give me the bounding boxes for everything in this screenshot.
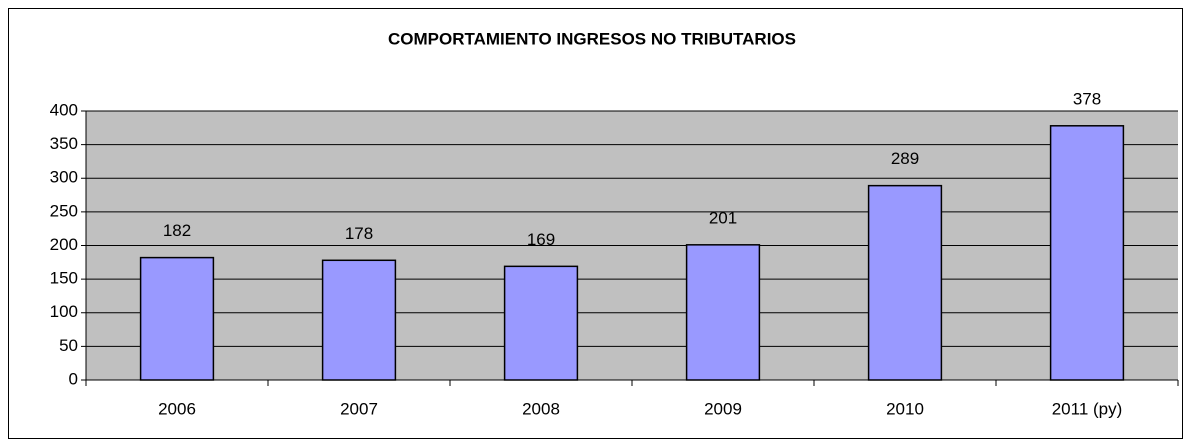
- y-tick-label: 300: [50, 168, 78, 187]
- y-tick-label: 100: [50, 302, 78, 321]
- x-tick-label: 2008: [522, 399, 560, 418]
- y-tick-label: 150: [50, 269, 78, 288]
- bar: [503, 265, 579, 381]
- data-label: 378: [1073, 89, 1101, 108]
- y-tick-label: 200: [50, 235, 78, 254]
- y-tick-label: 250: [50, 201, 78, 220]
- y-tick-label: 400: [50, 100, 78, 119]
- data-label: 201: [709, 208, 737, 227]
- bar: [685, 244, 761, 381]
- bar: [867, 184, 943, 381]
- y-tick-label: 350: [50, 134, 78, 153]
- x-tick-label: 2010: [886, 399, 924, 418]
- chart-title: COMPORTAMIENTO INGRESOS NO TRIBUTARIOS: [388, 29, 796, 48]
- x-tick-label: 2007: [340, 399, 378, 418]
- x-tick-label: 2009: [704, 399, 742, 418]
- data-label: 289: [891, 149, 919, 168]
- y-tick-label: 0: [69, 369, 78, 388]
- bar: [139, 256, 215, 381]
- bar: [1049, 125, 1125, 381]
- x-tick-label: 2006: [158, 399, 196, 418]
- bar: [321, 259, 397, 381]
- data-label: 182: [163, 221, 191, 240]
- y-tick-label: 50: [59, 336, 78, 355]
- x-tick-label: 2011 (py): [1052, 399, 1123, 418]
- data-label: 178: [345, 224, 373, 243]
- data-label: 169: [527, 230, 555, 249]
